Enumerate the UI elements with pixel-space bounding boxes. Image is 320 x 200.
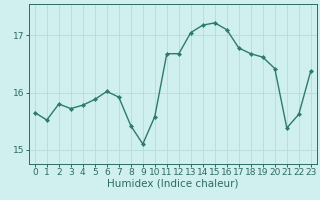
X-axis label: Humidex (Indice chaleur): Humidex (Indice chaleur) (107, 179, 238, 189)
